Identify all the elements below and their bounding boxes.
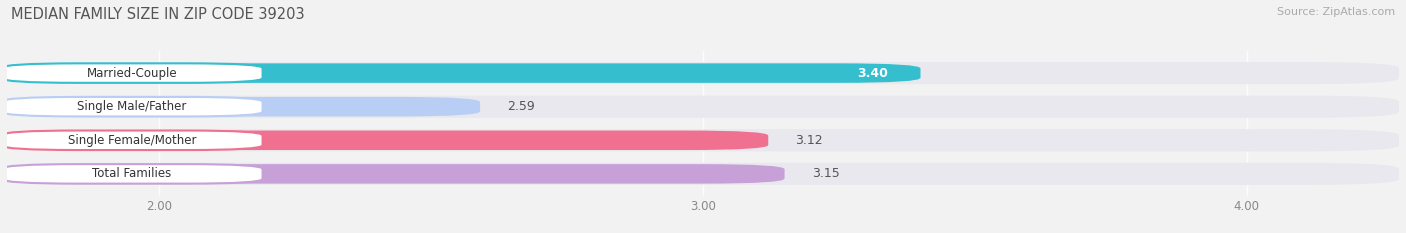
FancyBboxPatch shape — [1, 130, 263, 150]
Text: MEDIAN FAMILY SIZE IN ZIP CODE 39203: MEDIAN FAMILY SIZE IN ZIP CODE 39203 — [11, 7, 305, 22]
Text: Source: ZipAtlas.com: Source: ZipAtlas.com — [1277, 7, 1395, 17]
Text: 2.59: 2.59 — [508, 100, 536, 113]
Text: Single Male/Father: Single Male/Father — [77, 100, 187, 113]
FancyBboxPatch shape — [7, 164, 785, 184]
Text: Single Female/Mother: Single Female/Mother — [67, 134, 197, 147]
Text: 3.12: 3.12 — [796, 134, 823, 147]
FancyBboxPatch shape — [7, 130, 768, 150]
Text: 3.15: 3.15 — [811, 167, 839, 180]
FancyBboxPatch shape — [7, 163, 1399, 185]
FancyBboxPatch shape — [1, 97, 263, 116]
FancyBboxPatch shape — [7, 129, 1399, 151]
Text: Married-Couple: Married-Couple — [87, 67, 177, 80]
FancyBboxPatch shape — [7, 62, 1399, 84]
FancyBboxPatch shape — [1, 164, 263, 184]
FancyBboxPatch shape — [1, 63, 263, 83]
FancyBboxPatch shape — [7, 97, 479, 116]
FancyBboxPatch shape — [7, 63, 921, 83]
FancyBboxPatch shape — [7, 96, 1399, 118]
Text: 3.40: 3.40 — [858, 67, 887, 80]
Text: Total Families: Total Families — [93, 167, 172, 180]
